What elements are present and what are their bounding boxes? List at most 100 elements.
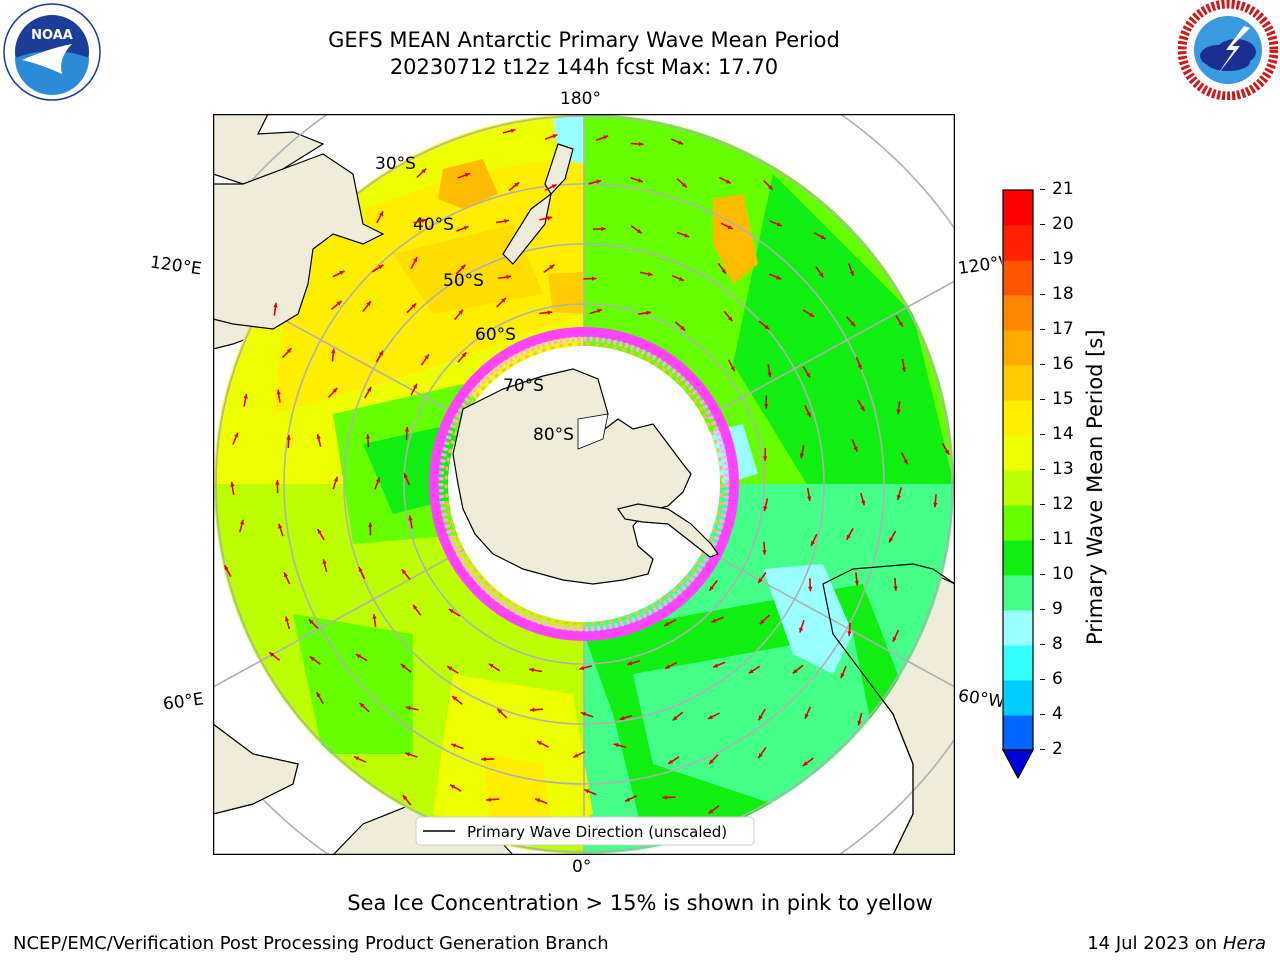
wave-arrow-head [547,310,553,315]
wave-arrow-head [451,743,457,748]
map-legend: Primary Wave Direction (unscaled) [415,816,755,846]
wave-arrow-head [762,456,768,461]
wave-arrow-head [332,387,338,393]
wave-arrow-head [684,233,690,238]
wave-arrow-head [802,761,808,766]
wave-arrow-head [461,352,467,358]
wave-arrow-head [889,537,894,543]
wave-arrow-head [239,519,245,525]
wave-arrow-head [804,713,809,719]
colorbar-tick-label: 10 [1040,564,1074,584]
footer-machine: Hera [1222,933,1266,954]
wave-arrow-head [460,264,466,270]
colorbar-tick-label: 17 [1040,319,1074,339]
colorbar-tick-label: 2 [1040,739,1063,759]
colorbar [1001,189,1035,780]
wave-arrow-head [529,707,535,713]
wave-arrow-head [805,372,811,378]
lat-label-30s: 30°S [375,154,416,174]
wave-arrow-head [811,540,816,546]
wave-arrow-head [853,446,858,452]
lat-label-50s: 50°S [443,271,484,291]
colorbar-segment [1003,645,1033,681]
colorbar-tick-label: 12 [1040,494,1074,514]
legend-label: Primary Wave Direction (unscaled) [467,823,727,841]
colorbar-under-triangle [1001,749,1035,780]
wave-arrow-head [355,654,361,659]
chart-title: GEFS MEAN Antarctic Primary Wave Mean Pe… [328,28,840,52]
colorbar-segment [1003,435,1033,471]
wave-arrow-head [405,705,411,711]
wave-arrow-head [591,276,597,281]
wave-arrow-head [463,226,469,231]
wave-arrow-head [504,218,509,224]
colorbar-tick-label: 21 [1040,179,1074,199]
colorbar-segment [1003,400,1033,436]
sea-ice-note: Sea Ice Concentration > 15% is shown in … [347,891,933,915]
wave-arrow-head [713,663,719,668]
colorbar-segment [1003,610,1033,646]
wave-arrow-head [448,609,454,614]
wave-arrow-head [367,386,372,392]
colorbar-segment [1003,260,1033,296]
wave-arrow-head [580,712,586,717]
wave-arrow-head [857,720,862,726]
colorbar-segment [1003,225,1033,261]
wave-arrow-head [402,794,408,800]
wave-arrow-head [368,522,373,527]
lat-label-60s: 60°S [475,325,516,345]
wave-arrow-head [411,303,417,309]
colorbar-segment [1003,505,1033,541]
wave-arrow-head [378,211,384,217]
colorbar-segment [1003,330,1033,366]
wave-direction-arrows [223,128,950,841]
wave-arrow-head [759,619,765,625]
wave-arrow-head [308,619,314,625]
wave-arrow-head [898,321,903,327]
wave-arrow-head [601,226,606,232]
polar-map: 30°S 40°S 50°S 60°S 70°S 80°S Primary Wa… [213,114,955,855]
noaa-logo-text: NOAA [31,28,73,43]
wave-arrow-head [309,656,315,661]
wave-arrow-head [725,179,731,184]
wave-arrow-head [680,325,686,331]
wave-arrow-head [806,496,812,501]
wave-arrow-head [764,404,769,409]
wave-arrow-head [647,271,653,277]
wave-arrow-head [317,529,322,535]
lon-label-0: 0° [572,857,592,877]
wave-arrow-head [708,809,714,814]
wave-arrow-head [847,631,852,636]
colorbar-segment [1003,295,1033,331]
wave-arrow-head [727,316,733,322]
wave-arrow-head [284,572,288,578]
wave-arrow-head [224,565,229,571]
wave-arrow-head [860,406,865,412]
wave-arrow-head [820,235,826,240]
wave-arrow-head [860,500,866,506]
colorbar-tick-label: 13 [1040,459,1074,479]
wave-arrow-head [944,449,950,455]
wave-arrow-head [486,797,491,802]
wave-arrow-head [819,272,824,278]
wave-arrow-head [549,264,555,270]
wave-arrow-head [234,432,239,438]
wave-arrow-head [668,759,674,764]
wave-arrow-head [903,459,908,465]
lon-label-120e: 120°E [148,252,203,280]
wave-arrow-head [596,179,602,184]
wave-arrow-head [286,435,291,440]
colorbar-tick-label: 11 [1040,529,1074,549]
wave-arrow-head [573,753,579,758]
wave-arrow-head [625,797,631,802]
wave-arrow-head [933,502,938,508]
wave-arrow-head [584,789,590,794]
wave-arrow-head [401,569,407,575]
noaa-logo: NOAA [3,3,101,101]
wave-arrow-head [403,473,408,479]
wave-arrow-head [501,297,506,303]
footer-branch: NCEP/EMC/Verification Post Processing Pr… [13,933,609,954]
wave-arrow-head [316,692,321,698]
wave-arrow-head [678,140,684,145]
wave-arrow-head [536,741,542,746]
